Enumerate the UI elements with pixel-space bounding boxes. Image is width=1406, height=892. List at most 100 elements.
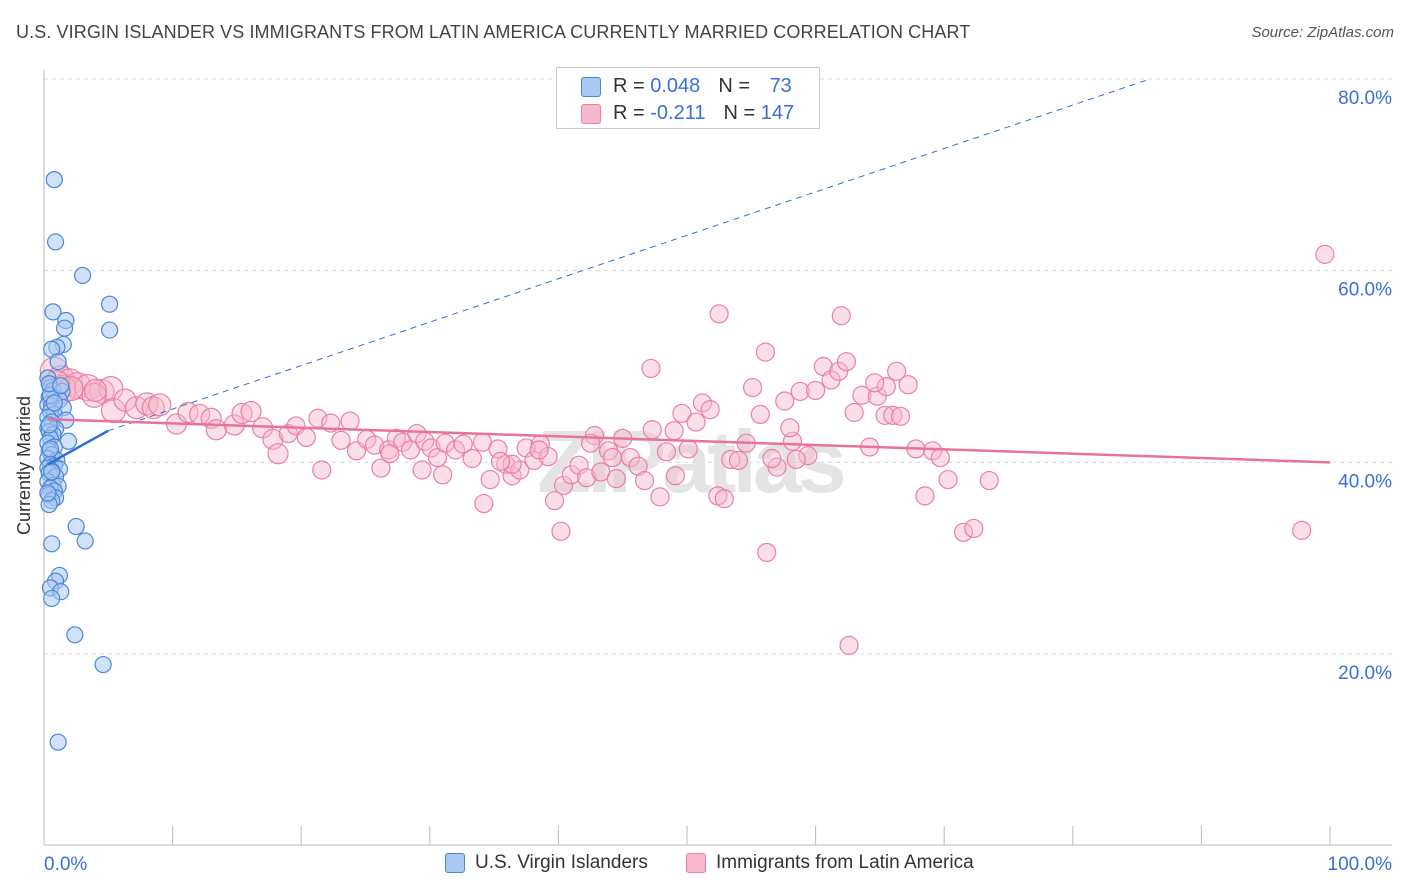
data-point-latin-america (672, 403, 692, 424)
data-point-latin-america (240, 400, 262, 423)
bottom-legend-swatch-blue (445, 853, 465, 873)
data-point-virgin-islanders (94, 655, 112, 674)
data-point-virgin-islanders (45, 171, 63, 189)
data-point-virgin-islanders (66, 626, 84, 644)
data-point-latin-america (750, 404, 770, 425)
bottom-legend-latin-america: Immigrants from Latin America (686, 852, 974, 874)
data-point-latin-america (831, 306, 851, 326)
data-point-latin-america (979, 470, 999, 491)
legend-row-virgin-islanders: R = 0.048 N = 73 (581, 75, 792, 98)
series-latin-america-points (39, 244, 1335, 655)
data-point-latin-america (407, 423, 427, 444)
x-tick-label: 0.0% (44, 854, 87, 875)
data-point-latin-america (480, 469, 500, 490)
source-label: Source: ZipAtlas.com (1251, 24, 1394, 41)
data-point-virgin-islanders (44, 303, 62, 321)
data-point-latin-america (755, 342, 776, 362)
data-point-virgin-islanders (100, 295, 119, 313)
data-point-latin-america (692, 393, 713, 413)
data-point-latin-america (628, 456, 648, 476)
data-point-latin-america (634, 470, 655, 491)
data-point-latin-america (665, 466, 686, 486)
legend-r-label: R = (613, 102, 651, 124)
data-point-latin-america (775, 391, 795, 411)
data-point-latin-america (205, 419, 227, 441)
data-point-latin-america (371, 458, 391, 478)
trend-lines (47, 78, 1331, 466)
data-point-latin-america (510, 460, 530, 480)
data-point-latin-america (1292, 520, 1312, 540)
data-point-latin-america (890, 406, 911, 426)
bottom-legend-label-pink: Immigrants from Latin America (716, 852, 974, 873)
data-point-latin-america (728, 450, 749, 471)
y-tick-label: 80.0% (1338, 88, 1392, 109)
data-point-latin-america (393, 432, 413, 452)
data-point-virgin-islanders (49, 733, 67, 751)
data-point-latin-america (839, 635, 859, 655)
data-point-latin-america (865, 373, 885, 393)
data-point-latin-america (915, 486, 935, 506)
data-point-latin-america (553, 475, 574, 495)
data-point-latin-america (98, 375, 124, 402)
y-tick-labels: 20.0% 40.0% 60.0% 80.0% (1338, 88, 1392, 684)
data-point-latin-america (844, 402, 864, 423)
data-point-latin-america (836, 352, 857, 372)
data-point-latin-america (496, 454, 516, 474)
legend-swatch-blue (581, 76, 601, 97)
stats-legend: R = 0.048 N = 73 R = -0.211 N = 147 (556, 67, 820, 129)
data-point-latin-america (278, 423, 298, 444)
data-point-latin-america (474, 493, 494, 514)
data-point-latin-america (786, 449, 806, 470)
data-point-latin-america (757, 542, 777, 563)
data-point-virgin-islanders (43, 535, 61, 553)
data-point-latin-america (400, 440, 421, 460)
data-point-latin-america (938, 469, 958, 490)
y-tick-label: 60.0% (1338, 280, 1392, 301)
data-point-latin-america (380, 444, 400, 464)
data-point-latin-america (641, 358, 661, 379)
data-point-virgin-islanders (73, 266, 92, 285)
data-point-latin-america (231, 402, 253, 425)
data-point-latin-america (852, 385, 872, 405)
data-point-latin-america (656, 442, 677, 462)
x-tick-labels: 0.0% 100.0% (44, 854, 1392, 875)
data-point-virgin-islanders (41, 440, 60, 458)
data-point-latin-america (412, 460, 432, 480)
data-point-virgin-islanders (40, 416, 58, 434)
data-point-latin-america (964, 518, 984, 539)
data-point-latin-america (602, 447, 623, 468)
data-point-virgin-islanders (100, 321, 119, 339)
data-point-latin-america (453, 434, 473, 454)
data-point-latin-america (551, 521, 571, 541)
bottom-legend-label-blue: U.S. Virgin Islanders (475, 852, 648, 873)
data-point-latin-america (875, 405, 895, 425)
data-point-latin-america (876, 377, 896, 397)
legend-row-latin-america: R = -0.211 N = 147 (581, 102, 794, 125)
data-point-latin-america (81, 382, 107, 408)
data-point-latin-america (678, 439, 698, 459)
data-point-virgin-islanders (67, 517, 85, 536)
y-tick-label: 40.0% (1338, 471, 1392, 492)
data-point-latin-america (721, 449, 741, 470)
data-point-latin-america (606, 469, 626, 489)
data-point-latin-america (524, 450, 544, 471)
data-point-latin-america (141, 396, 165, 420)
data-point-latin-america (798, 446, 818, 466)
data-point-latin-america (89, 378, 115, 405)
data-point-latin-america (148, 393, 172, 417)
data-point-latin-america (296, 427, 316, 448)
legend-r-value: 0.048 (650, 75, 701, 97)
data-point-latin-america (490, 451, 511, 471)
data-point-latin-america (445, 440, 466, 460)
data-point-latin-america (780, 418, 800, 438)
data-point-virgin-islanders (46, 233, 65, 251)
data-point-latin-america (650, 487, 670, 507)
data-point-virgin-islanders (55, 319, 74, 337)
bottom-legend: U.S. Virgin Islanders Immigrants from La… (0, 852, 1406, 878)
legend-n-value: 73 (769, 75, 792, 97)
legend-n-label: N = (723, 102, 761, 124)
data-point-latin-america (700, 400, 720, 420)
trend-line-virgin-islanders (47, 429, 109, 466)
data-point-latin-america (686, 412, 706, 432)
